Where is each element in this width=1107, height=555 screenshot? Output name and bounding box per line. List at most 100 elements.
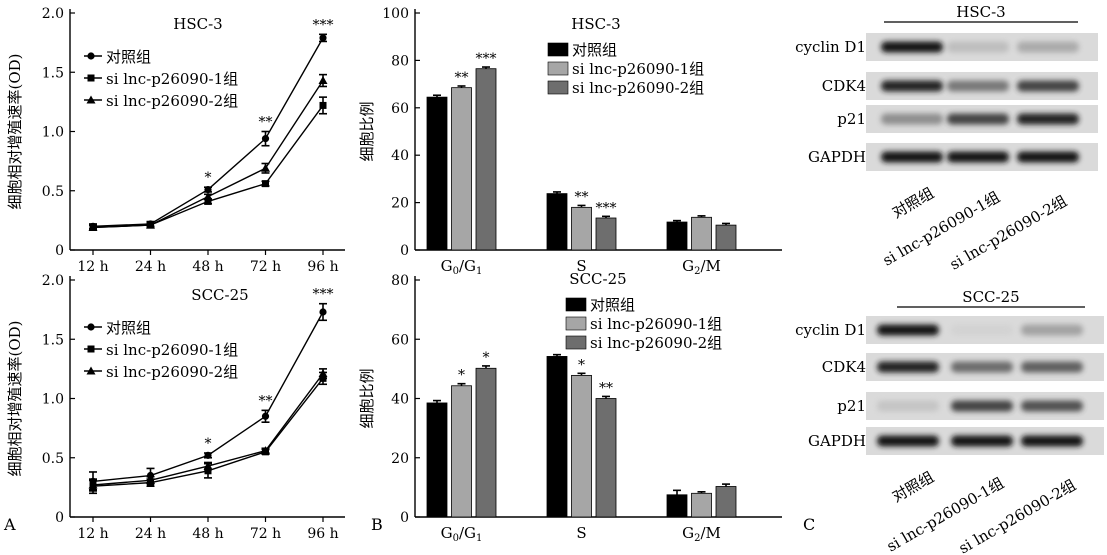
protein-band bbox=[877, 361, 939, 373]
significance-mark: * bbox=[458, 368, 465, 384]
x-tick-label: 24 h bbox=[135, 259, 166, 275]
x-tick-label: 72 h bbox=[250, 259, 281, 275]
bar bbox=[546, 193, 568, 251]
legend-label: 对照组 bbox=[106, 48, 151, 66]
significance-mark: ** bbox=[455, 70, 469, 86]
legend-label: 对照组 bbox=[572, 41, 617, 59]
protein-band bbox=[881, 41, 943, 53]
bar bbox=[571, 206, 592, 251]
chart-title: SCC-25 bbox=[569, 270, 626, 288]
significance-mark: *** bbox=[313, 17, 334, 33]
significance-mark: *** bbox=[313, 287, 334, 303]
x-tick-text: S bbox=[576, 524, 586, 542]
panel-label-a: A bbox=[3, 515, 16, 534]
x-tick-text: /G bbox=[459, 257, 476, 275]
y-tick-label: 0 bbox=[400, 510, 409, 526]
y-axis-label: 细胞比例 bbox=[358, 368, 376, 428]
line-chart-scc25: 0 0.5 1.0 1.5 2.0 12 h 24 h 48 h 72 h 96 h 细胞相对增殖速… bbox=[6, 273, 345, 542]
y-tick-label: 0.5 bbox=[42, 184, 64, 200]
data-point bbox=[261, 446, 270, 455]
data-point bbox=[319, 101, 327, 109]
protein-band bbox=[947, 80, 1009, 92]
y-tick-label: 40 bbox=[391, 148, 409, 164]
protein-label: cyclin D1 bbox=[795, 38, 866, 56]
protein-band bbox=[947, 151, 1009, 163]
y-tick-label: 0 bbox=[55, 243, 64, 259]
y-tick-label: 20 bbox=[391, 196, 409, 212]
y-tick-label: 40 bbox=[391, 392, 409, 408]
x-tick-label: 72 h bbox=[250, 526, 281, 542]
legend-label: si lnc-p26090-1组 bbox=[572, 60, 704, 78]
bar bbox=[595, 398, 617, 518]
panel-label-b: B bbox=[371, 515, 383, 534]
x-tick-label: 12 h bbox=[77, 526, 108, 542]
charts-layer: 0 0.5 1.0 1.5 2.0 12 h 24 h 48 h 72 h 96 h 细胞相对增殖速… bbox=[6, 6, 782, 544]
y-tick-label: 100 bbox=[382, 6, 409, 22]
bar bbox=[451, 385, 472, 518]
data-point bbox=[261, 135, 270, 143]
x-tick-text: S bbox=[576, 257, 586, 275]
bar bbox=[426, 402, 448, 518]
y-tick-label: 80 bbox=[391, 53, 409, 69]
blot-title: HSC-3 bbox=[956, 3, 1005, 21]
legend-label: si lnc-p26090-1组 bbox=[106, 341, 238, 359]
x-tick-text: G bbox=[441, 524, 453, 542]
significance-mark: ** bbox=[575, 189, 589, 205]
protein-band bbox=[951, 435, 1013, 447]
legend-label: si lnc-p26090-2组 bbox=[590, 334, 722, 352]
y-tick-label: 0 bbox=[55, 510, 64, 526]
bar bbox=[691, 216, 712, 251]
data-point bbox=[318, 76, 328, 85]
y-tick-label: 0 bbox=[400, 243, 409, 259]
protein-band bbox=[1021, 400, 1083, 412]
chart-title: HSC-3 bbox=[571, 15, 620, 33]
data-point bbox=[204, 185, 212, 194]
protein-band bbox=[877, 324, 939, 336]
legend-swatch bbox=[547, 80, 569, 95]
protein-label: cyclin D1 bbox=[795, 321, 866, 339]
bar bbox=[666, 494, 688, 518]
legend-label: 对照组 bbox=[106, 319, 151, 337]
x-tick-subscript: 0 bbox=[453, 533, 459, 544]
legend-swatch bbox=[565, 316, 587, 331]
x-tick-subscript: 2 bbox=[694, 533, 700, 544]
y-tick-label: 20 bbox=[391, 451, 409, 467]
x-tick-text: /M bbox=[700, 257, 720, 275]
x-tick-label: S bbox=[576, 257, 586, 275]
data-point bbox=[319, 308, 327, 316]
bar bbox=[571, 374, 592, 518]
y-tick-label: 60 bbox=[391, 332, 409, 348]
protein-band bbox=[951, 361, 1013, 373]
x-tick-subscript: 1 bbox=[476, 266, 482, 277]
x-tick-label: 96 h bbox=[307, 526, 338, 542]
significance-mark: * bbox=[483, 350, 490, 366]
protein-band bbox=[1021, 361, 1083, 373]
data-point bbox=[204, 197, 212, 205]
significance-mark: ** bbox=[599, 380, 613, 396]
protein-band bbox=[951, 324, 1013, 336]
significance-mark: ** bbox=[259, 393, 273, 409]
y-axis-label: 细胞比例 bbox=[358, 101, 376, 161]
y-tick-label: 2.0 bbox=[42, 273, 64, 289]
bar bbox=[715, 486, 737, 518]
bar bbox=[451, 87, 472, 251]
x-tick-label: 48 h bbox=[192, 259, 223, 275]
lane-label: 对照组 bbox=[889, 184, 937, 222]
x-tick-text: G bbox=[682, 524, 694, 542]
protein-band bbox=[1017, 151, 1079, 163]
protein-band bbox=[1021, 324, 1083, 336]
protein-band bbox=[947, 113, 1009, 125]
x-tick-subscript: 1 bbox=[476, 533, 482, 544]
x-tick-label: G0/G1 bbox=[441, 257, 483, 277]
series-line-1 bbox=[92, 105, 324, 229]
legend-label: si lnc-p26090-2组 bbox=[572, 79, 704, 97]
x-tick-label: 24 h bbox=[135, 526, 166, 542]
protein-band bbox=[881, 80, 943, 92]
x-tick-label: 96 h bbox=[307, 259, 338, 275]
data-point bbox=[146, 475, 155, 484]
protein-band bbox=[877, 435, 939, 447]
protein-label: CDK4 bbox=[822, 77, 866, 95]
protein-label: p21 bbox=[837, 397, 866, 415]
